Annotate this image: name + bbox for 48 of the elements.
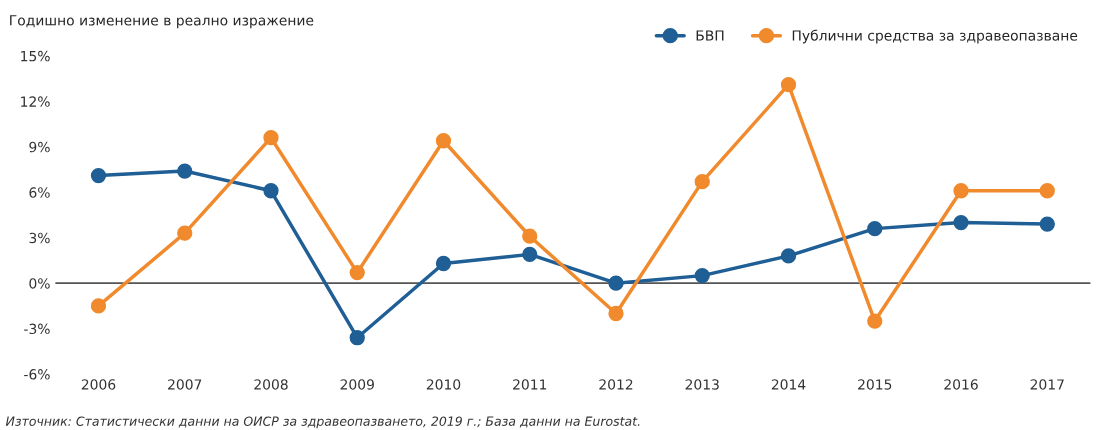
x-tick-label: 2011 bbox=[513, 379, 547, 390]
point bbox=[867, 313, 883, 329]
point bbox=[780, 248, 797, 264]
point bbox=[1039, 183, 1055, 199]
y-tick-label: 15% bbox=[21, 50, 50, 62]
chart-title: Годишно изменение в реално изражение bbox=[10, 15, 314, 29]
point bbox=[263, 130, 279, 146]
point bbox=[90, 167, 107, 184]
point bbox=[608, 275, 624, 291]
point bbox=[953, 183, 969, 199]
x-tick-label: 2015 bbox=[858, 379, 892, 390]
point bbox=[1039, 216, 1055, 232]
point bbox=[608, 305, 624, 322]
x-tick-label: 2016 bbox=[944, 379, 978, 390]
x-tick-label: 2007 bbox=[168, 379, 202, 390]
x-tick-label: 2008 bbox=[254, 379, 288, 390]
y-tick-label: 9% bbox=[29, 141, 50, 153]
point bbox=[177, 225, 193, 241]
point bbox=[349, 330, 365, 346]
y-tick-label: -6% bbox=[24, 369, 50, 380]
x-tick-label: 2009 bbox=[340, 379, 374, 390]
x-tick-label: 2014 bbox=[771, 379, 806, 390]
point bbox=[780, 77, 797, 93]
point bbox=[694, 174, 710, 190]
legend-label: Публични средства за здравеопазване bbox=[792, 29, 1078, 44]
text: Източник: Статистически данни на ОИСР за здравеопазването, 2019 г.; База данни на Eurostat. bbox=[5, 416, 640, 429]
legend-label: БВП bbox=[696, 30, 724, 41]
y-tick-label: -3% bbox=[24, 323, 50, 335]
point bbox=[867, 220, 883, 237]
point bbox=[90, 298, 107, 314]
y-tick-label: 3% bbox=[29, 232, 50, 244]
point bbox=[177, 163, 193, 179]
point bbox=[435, 133, 452, 149]
point bbox=[263, 183, 279, 199]
y-tick-label: 6% bbox=[29, 187, 50, 198]
x-tick-label: 2013 bbox=[685, 379, 719, 390]
x-tick-label: 2006 bbox=[81, 379, 116, 390]
x-tick-label: 2012 bbox=[599, 379, 633, 390]
point bbox=[349, 264, 365, 281]
point bbox=[522, 228, 538, 244]
point bbox=[953, 214, 969, 231]
y-tick-label: 12% bbox=[21, 96, 50, 107]
point bbox=[522, 246, 538, 263]
x-tick-label: 2010 bbox=[426, 379, 461, 390]
point bbox=[435, 255, 452, 272]
point bbox=[694, 267, 710, 284]
x-tick-label: 2017 bbox=[1030, 379, 1064, 390]
y-tick-label: 0% bbox=[29, 278, 50, 289]
